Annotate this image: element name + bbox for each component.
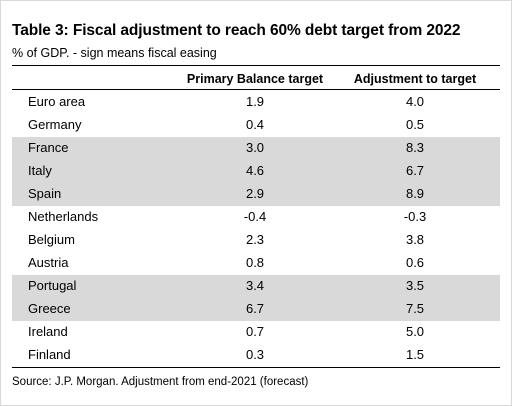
primary-balance-target-cell: 6.7 — [245, 301, 265, 316]
primary-balance-target-cell: 0.4 — [245, 117, 265, 132]
table-row: Greece 6.7 7.5 — [12, 298, 500, 321]
table-row: Netherlands -0.4 -0.3 — [12, 206, 500, 229]
table-row: Portugal 3.4 3.5 — [12, 275, 500, 298]
adjustment-to-target-cell: 5.0 — [405, 324, 425, 339]
country-cell: Spain — [28, 186, 62, 201]
source-note: Source: J.P. Morgan. Adjustment from end… — [12, 376, 309, 388]
table-row: Finland 0.3 1.5 — [12, 344, 500, 367]
country-cell: Finland — [28, 347, 71, 362]
primary-balance-target-cell: 4.6 — [245, 163, 265, 178]
country-cell: Ireland — [28, 324, 68, 339]
table-row: Germany 0.4 0.5 — [12, 114, 500, 137]
country-cell: Italy — [28, 163, 52, 178]
primary-balance-target-cell: 0.8 — [245, 255, 265, 270]
adjustment-to-target-cell: 3.5 — [405, 278, 425, 293]
adjustment-to-target-cell: 1.5 — [405, 347, 425, 362]
adjustment-to-target-cell: 0.6 — [405, 255, 425, 270]
adjustment-to-target-cell: 0.5 — [405, 117, 425, 132]
primary-balance-target-cell: 0.7 — [245, 324, 265, 339]
primary-balance-target-cell: 1.9 — [245, 94, 265, 109]
adjustment-to-target-cell: 4.0 — [405, 94, 425, 109]
primary-balance-target-cell: 0.3 — [245, 347, 265, 362]
table-row: Spain 2.9 8.9 — [12, 183, 500, 206]
table-row: Euro area 1.9 4.0 — [12, 91, 500, 114]
primary-balance-target-cell: 3.4 — [245, 278, 265, 293]
header-rule — [12, 89, 500, 90]
primary-balance-target-cell: 2.9 — [245, 186, 265, 201]
table-subtitle: % of GDP. - sign means fiscal easing — [12, 46, 217, 60]
country-cell: Netherlands — [28, 209, 99, 224]
adjustment-to-target-cell: 8.9 — [405, 186, 425, 201]
country-cell: France — [28, 140, 69, 155]
primary-balance-target-cell: 2.3 — [245, 232, 265, 247]
top-rule — [12, 65, 500, 66]
table-row: France 3.0 8.3 — [12, 137, 500, 160]
table-title: Table 3: Fiscal adjustment to reach 60% … — [12, 22, 461, 39]
adjustment-to-target-cell: 7.5 — [405, 301, 425, 316]
country-cell: Euro area — [28, 94, 86, 109]
adjustment-to-target-cell: 3.8 — [405, 232, 425, 247]
primary-balance-target-cell: -0.4 — [243, 209, 267, 224]
adjustment-to-target-cell: 6.7 — [405, 163, 425, 178]
primary-balance-target-cell: 3.0 — [245, 140, 265, 155]
country-cell: Greece — [28, 301, 71, 316]
country-cell: Belgium — [28, 232, 75, 247]
table-row: Italy 4.6 6.7 — [12, 160, 500, 183]
table-row: Ireland 0.7 5.0 — [12, 321, 500, 344]
bottom-rule — [12, 367, 500, 368]
column-header-adjustment-to-target: Adjustment to target — [353, 72, 477, 86]
adjustment-to-target-cell: -0.3 — [403, 209, 427, 224]
country-cell: Germany — [28, 117, 82, 132]
table-row: Belgium 2.3 3.8 — [12, 229, 500, 252]
country-cell: Austria — [28, 255, 69, 270]
column-header-primary-balance-target: Primary Balance target — [186, 72, 324, 86]
country-cell: Portugal — [28, 278, 77, 293]
adjustment-to-target-cell: 8.3 — [405, 140, 425, 155]
table-row: Austria 0.8 0.6 — [12, 252, 500, 275]
